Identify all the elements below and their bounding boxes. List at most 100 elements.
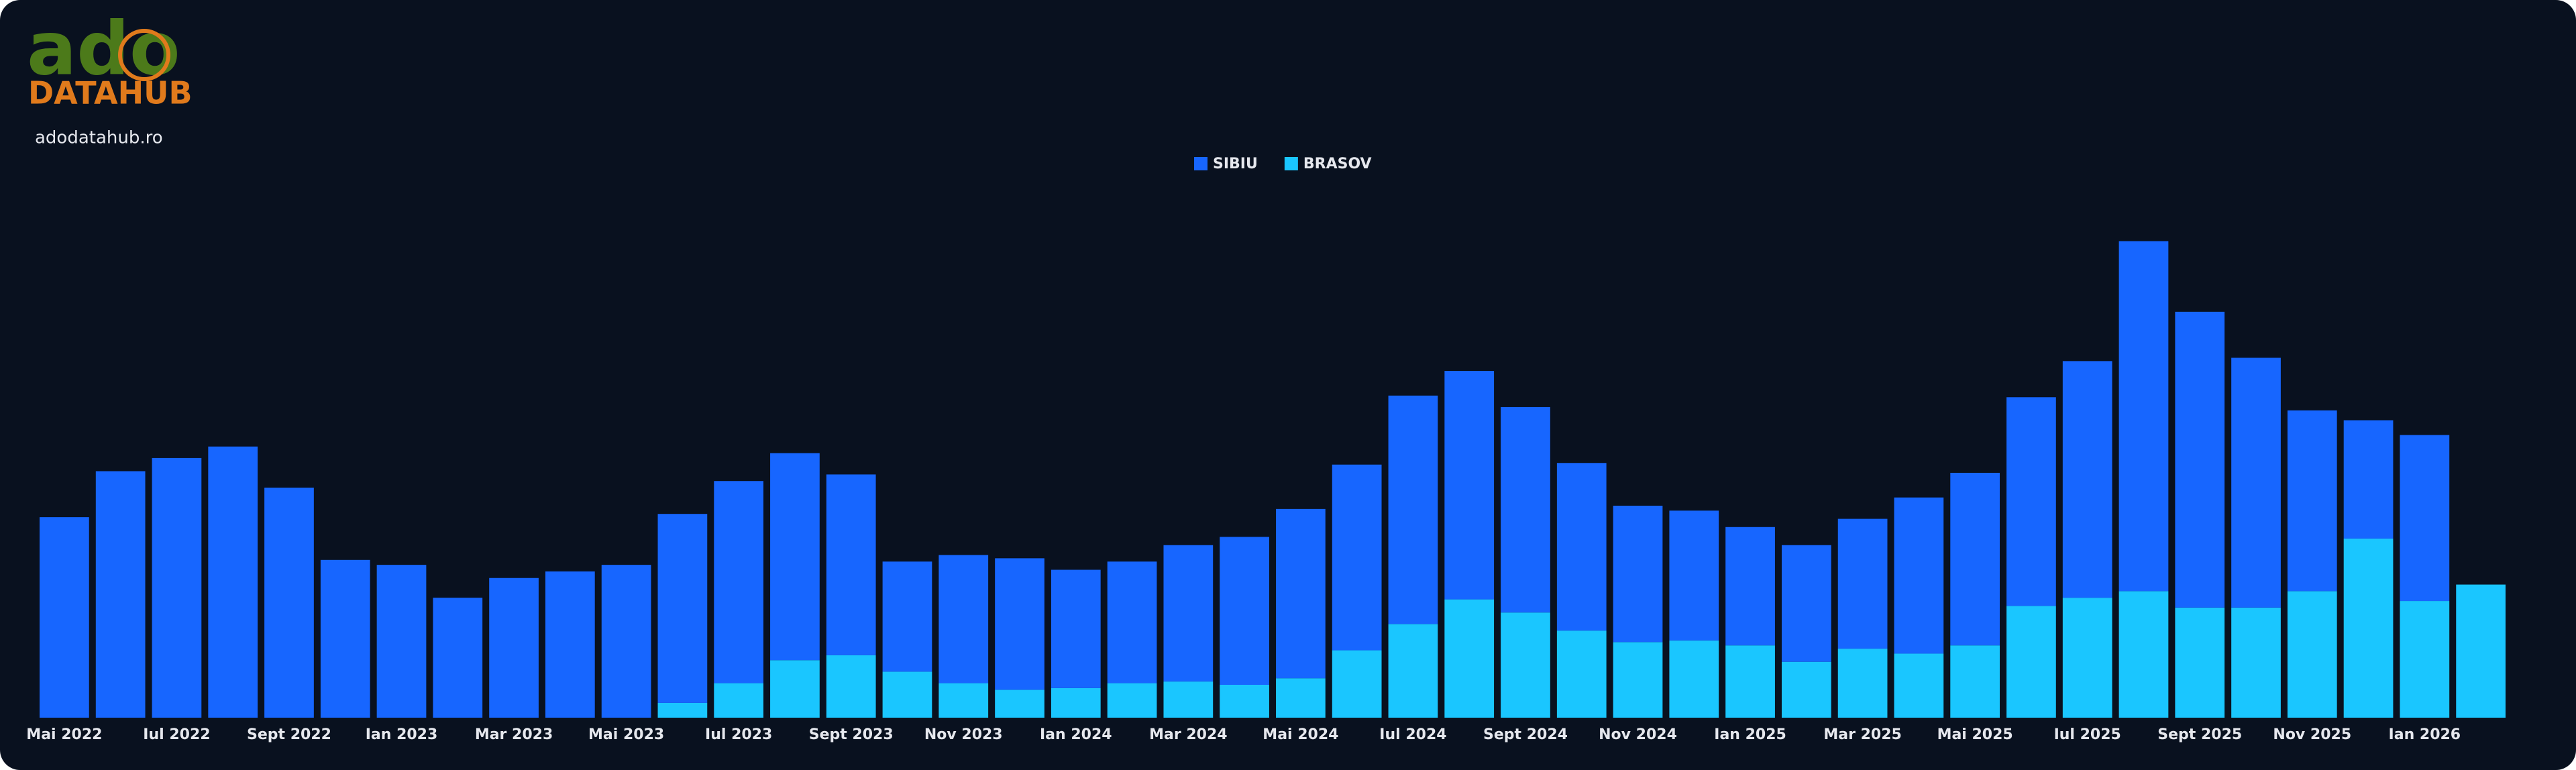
site-label: adodatahub.ro <box>35 128 163 148</box>
legend-swatch <box>1284 157 1298 170</box>
bar-segment <box>657 702 708 718</box>
bar-segment <box>1781 661 1831 718</box>
x-tick-label: Iul 2024 <box>1379 726 1446 743</box>
bar-segment <box>1781 545 1831 662</box>
bar-segment <box>1950 645 2000 718</box>
bar-segment <box>2231 607 2281 718</box>
bar-segment <box>1837 518 1888 649</box>
bar-segment <box>1613 642 1663 718</box>
bar-segment <box>1163 681 1214 718</box>
bar-segment <box>2231 358 2281 608</box>
bar-segment <box>1332 464 1382 651</box>
bar-segment <box>376 565 427 718</box>
bar-segment <box>1725 527 1775 646</box>
bar-segment <box>2175 311 2225 608</box>
bar-segment <box>1444 599 1495 718</box>
bar-segment <box>1950 472 2000 646</box>
bar-segment <box>1894 497 1944 654</box>
bar-segment <box>2006 397 2056 606</box>
bar-segment <box>320 559 370 718</box>
bar-segment <box>40 517 89 718</box>
bar-segment <box>2343 538 2394 718</box>
bar-segment <box>1556 630 1607 718</box>
bar-segment <box>1051 569 1101 688</box>
bar-segment <box>1388 624 1438 718</box>
bar-segment <box>826 474 876 655</box>
bar-segment <box>1163 545 1214 682</box>
x-tick-label: Nov 2023 <box>924 726 1003 743</box>
bar-segment <box>1220 537 1269 685</box>
x-tick-label: Sept 2022 <box>247 726 331 743</box>
bar-segment <box>1388 395 1438 624</box>
bar-segment <box>1669 640 1719 718</box>
logo-bottom: DATAHUB <box>28 75 193 111</box>
bar-segment <box>1669 510 1719 641</box>
x-tick-label: Iul 2023 <box>705 726 772 743</box>
bar-segment <box>995 690 1044 718</box>
x-tick-label: Sept 2023 <box>809 726 894 743</box>
bar-segment <box>1444 371 1495 600</box>
bar-segment <box>1276 678 1326 718</box>
bar-segment <box>2287 410 2337 592</box>
bar-segment <box>2400 435 2450 602</box>
bar-segment <box>1220 685 1269 718</box>
bar-segment <box>714 481 764 683</box>
bar-segment <box>1107 683 1157 718</box>
bar-segment <box>208 446 258 718</box>
bar-segment <box>770 660 820 718</box>
bar-segment <box>1613 505 1663 643</box>
bar-segment <box>1051 688 1101 718</box>
bar-segment <box>882 561 932 672</box>
x-tick-label: Mar 2024 <box>1149 726 1227 743</box>
bar-segment <box>1501 406 1550 613</box>
bar-segment <box>601 565 651 718</box>
bar-segment <box>2456 584 2506 718</box>
bar-segment <box>1725 645 1775 718</box>
bar-segment <box>2062 361 2112 598</box>
x-tick-label: Mai 2024 <box>1263 726 1338 743</box>
x-tick-label: Nov 2025 <box>2273 726 2351 743</box>
x-tick-label: Nov 2024 <box>1599 726 1677 743</box>
bar-segment <box>1556 463 1607 631</box>
bar-segment <box>489 578 539 718</box>
bar-segment <box>95 471 146 718</box>
bar-segment <box>882 671 932 718</box>
bar-segment <box>1837 649 1888 718</box>
x-tick-label: Ian 2026 <box>2389 726 2461 743</box>
x-tick-label: Ian 2023 <box>366 726 438 743</box>
x-tick-label: Mai 2023 <box>588 726 664 743</box>
legend-label: BRASOV <box>1303 156 1372 172</box>
bar-segment <box>2118 591 2169 718</box>
bar-segment <box>152 457 202 718</box>
legend: SIBIU BRASOV <box>1194 156 1372 172</box>
bar-segment <box>2006 606 2056 718</box>
x-tick-label: Mai 2022 <box>26 726 102 743</box>
x-tick-label: Mar 2025 <box>1823 726 1901 743</box>
x-tick-label: Iul 2025 <box>2054 726 2121 743</box>
x-tick-label: Ian 2025 <box>1714 726 1786 743</box>
logo-icon <box>118 29 170 81</box>
bar-segment <box>264 488 314 718</box>
bar-segment <box>657 514 708 703</box>
x-tick-label: Sept 2025 <box>2157 726 2242 743</box>
bar-segment <box>2287 591 2337 718</box>
bar-segment <box>770 453 820 661</box>
legend-swatch <box>1194 157 1208 170</box>
x-tick-label: Ian 2024 <box>1040 726 1112 743</box>
bar-segment <box>2118 241 2169 592</box>
bar-segment <box>545 571 595 718</box>
bar-segment <box>938 683 989 718</box>
x-tick-label: Mai 2025 <box>1937 726 2013 743</box>
x-tick-label: Mar 2023 <box>475 726 553 743</box>
bar-segment <box>2062 598 2112 718</box>
bar-segment <box>1501 612 1550 718</box>
x-tick-label: Sept 2024 <box>1483 726 1568 743</box>
bar-segment <box>2343 420 2394 539</box>
legend-label: SIBIU <box>1213 156 1258 172</box>
bar-segment <box>2400 601 2450 718</box>
bar-segment <box>2175 607 2225 718</box>
bar-segment <box>1107 561 1157 683</box>
bar-segment <box>1276 508 1326 679</box>
bar-segment <box>826 655 876 718</box>
